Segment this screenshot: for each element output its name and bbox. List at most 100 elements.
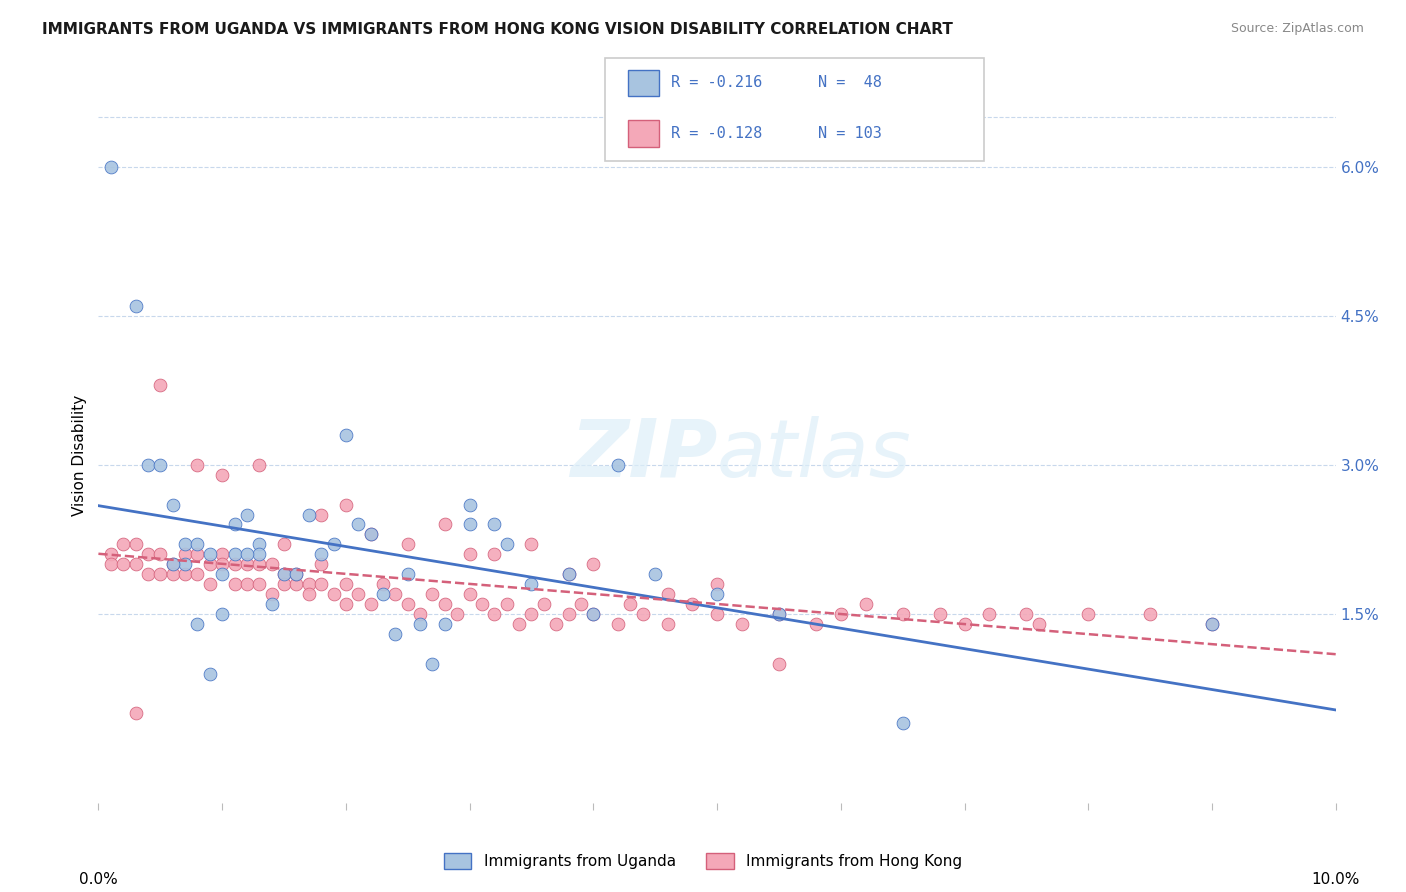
Point: [100, 547, 122, 561]
Point: [124, 558, 146, 572]
Point: [1139, 607, 1161, 621]
Point: [619, 597, 641, 611]
Point: [569, 597, 592, 611]
Point: [211, 547, 233, 561]
Point: [124, 537, 146, 551]
Point: [247, 458, 270, 472]
Point: [891, 607, 914, 621]
Point: [186, 458, 208, 472]
Point: [247, 547, 270, 561]
Point: [198, 666, 221, 681]
Point: [149, 567, 172, 582]
Point: [309, 577, 332, 591]
Text: IMMIGRANTS FROM UGANDA VS IMMIGRANTS FROM HONG KONG VISION DISABILITY CORRELATIO: IMMIGRANTS FROM UGANDA VS IMMIGRANTS FRO…: [42, 22, 953, 37]
Point: [112, 537, 135, 551]
Point: [285, 567, 308, 582]
Text: Source: ZipAtlas.com: Source: ZipAtlas.com: [1230, 22, 1364, 36]
Point: [484, 547, 506, 561]
Point: [607, 458, 630, 472]
Point: [644, 567, 666, 582]
Point: [409, 616, 432, 631]
Point: [371, 577, 394, 591]
Point: [508, 616, 530, 631]
Point: [298, 508, 321, 522]
Text: N =  48: N = 48: [818, 76, 882, 90]
Point: [360, 527, 382, 541]
Point: [162, 558, 184, 572]
Point: [471, 597, 494, 611]
Point: [260, 587, 283, 601]
Point: [830, 607, 852, 621]
Point: [433, 517, 456, 532]
Point: [247, 537, 270, 551]
Point: [384, 627, 406, 641]
Point: [335, 597, 357, 611]
Point: [396, 567, 419, 582]
Point: [706, 577, 728, 591]
Point: [458, 517, 481, 532]
Point: [1028, 616, 1050, 631]
Point: [706, 587, 728, 601]
Point: [100, 558, 122, 572]
Point: [347, 517, 370, 532]
Point: [285, 577, 308, 591]
Point: [1201, 616, 1223, 631]
Point: [211, 558, 233, 572]
Point: [1015, 607, 1038, 621]
Point: [322, 537, 344, 551]
Text: R = -0.216: R = -0.216: [671, 76, 762, 90]
Point: [285, 567, 308, 582]
Point: [446, 607, 468, 621]
Point: [149, 547, 172, 561]
Point: [198, 547, 221, 561]
Point: [186, 547, 208, 561]
Point: [335, 577, 357, 591]
Point: [186, 616, 208, 631]
Point: [211, 607, 233, 621]
Point: [1077, 607, 1099, 621]
Point: [335, 428, 357, 442]
Point: [236, 577, 259, 591]
Point: [273, 567, 295, 582]
Point: [768, 657, 790, 671]
Point: [273, 567, 295, 582]
Point: [273, 577, 295, 591]
Point: [582, 558, 605, 572]
Text: atlas: atlas: [717, 416, 912, 494]
Point: [162, 567, 184, 582]
Point: [433, 597, 456, 611]
Point: [1201, 616, 1223, 631]
Text: 10.0%: 10.0%: [1312, 872, 1360, 888]
Point: [124, 706, 146, 721]
Point: [236, 547, 259, 561]
Point: [298, 587, 321, 601]
Point: [298, 577, 321, 591]
Point: [162, 558, 184, 572]
Point: [520, 607, 543, 621]
Point: [582, 607, 605, 621]
Point: [706, 607, 728, 621]
Point: [371, 587, 394, 601]
Point: [211, 467, 233, 482]
Point: [322, 587, 344, 601]
Point: [891, 716, 914, 731]
Point: [136, 458, 159, 472]
Point: [928, 607, 950, 621]
Point: [495, 597, 517, 611]
Point: [484, 517, 506, 532]
Point: [174, 547, 197, 561]
Point: [953, 616, 976, 631]
Point: [174, 567, 197, 582]
Point: [186, 567, 208, 582]
Point: [731, 616, 754, 631]
Point: [347, 587, 370, 601]
Point: [768, 607, 790, 621]
Legend: Immigrants from Uganda, Immigrants from Hong Kong: Immigrants from Uganda, Immigrants from …: [437, 847, 969, 875]
Point: [681, 597, 703, 611]
Point: [520, 577, 543, 591]
Point: [247, 558, 270, 572]
Point: [557, 567, 579, 582]
Point: [247, 577, 270, 591]
Y-axis label: Vision Disability: Vision Disability: [72, 394, 87, 516]
Point: [557, 567, 579, 582]
